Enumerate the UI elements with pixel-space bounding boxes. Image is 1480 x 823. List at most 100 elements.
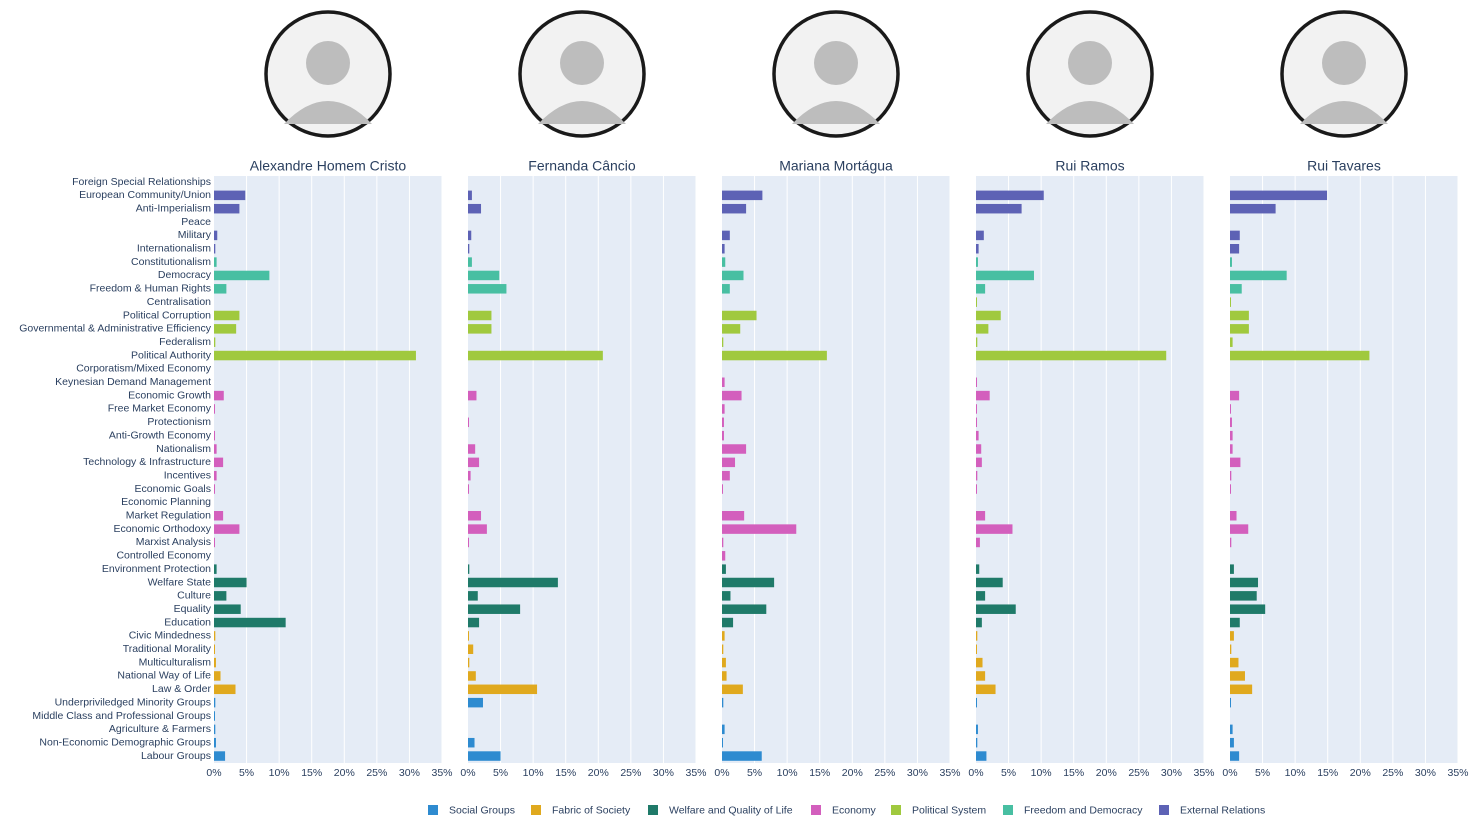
person-silhouette-icon [792, 41, 880, 124]
bar-incentives [722, 470, 730, 481]
bar-incentives [1230, 470, 1232, 481]
bar-traditional-morality [976, 644, 977, 654]
bar-multiculturalism [214, 657, 216, 668]
x-tick-label: 20% [334, 767, 355, 779]
portrait-rui-tavares [1280, 10, 1408, 138]
panel-title: Mariana Mortágua [779, 158, 893, 174]
bar-technology-infrastructure [1230, 457, 1241, 468]
person-silhouette-icon [1300, 41, 1388, 124]
bar-economic-goals [468, 484, 469, 494]
portrait-mariana-mort-gua [772, 10, 900, 138]
legend-label: Welfare and Quality of Life [669, 804, 793, 816]
bar-free-market-economy [976, 404, 977, 414]
panel-title: Fernanda Câncio [528, 158, 636, 174]
bar-education [976, 617, 982, 628]
bar-equality [468, 604, 521, 614]
bar-labour-groups [1230, 751, 1240, 761]
bar-civic-mindedness [1230, 631, 1234, 641]
bar-governmental-administrative-efficiency [468, 324, 492, 334]
bar-free-market-economy [214, 404, 215, 414]
person-silhouette-icon [284, 41, 372, 124]
category-label: Labour Groups [141, 750, 211, 762]
x-tick-label: 20% [1350, 767, 1371, 779]
bar-governmental-administrative-efficiency [722, 324, 741, 334]
bar-keynesian-demand-management [976, 377, 977, 387]
bar-democracy [976, 270, 1034, 281]
legend-swatch [531, 805, 541, 815]
bar-nationalism [1230, 444, 1233, 454]
portrait-alexandre-homem-cristo [264, 10, 392, 138]
bar-law-order [468, 684, 538, 695]
bar-education [468, 617, 480, 628]
bar-european-community-union [722, 190, 763, 201]
bar-nationalism [468, 444, 476, 454]
bar-anti-growth-economy [1230, 430, 1233, 441]
bar-internationalism [214, 244, 216, 254]
bar-underpriviledged-minority-groups [722, 697, 724, 708]
panel-title: Rui Tavares [1307, 158, 1381, 174]
bar-economic-orthodoxy [976, 524, 1013, 534]
category-label: Democracy [158, 269, 212, 281]
bar-civic-mindedness [214, 631, 216, 641]
bar-european-community-union [1230, 190, 1328, 201]
category-label: Economic Planning [121, 496, 211, 508]
bar-freedom-human-rights [1230, 284, 1242, 294]
x-tick-label: 35% [939, 767, 960, 779]
bar-economic-growth [976, 390, 990, 401]
category-label: Environment Protection [102, 563, 211, 575]
bar-underpriviledged-minority-groups [468, 697, 483, 708]
x-tick-label: 5% [493, 767, 508, 779]
bar-equality [1230, 604, 1266, 614]
bar-civic-mindedness [468, 631, 469, 641]
bar-environment-protection [976, 564, 980, 574]
bar-freedom-human-rights [468, 284, 507, 294]
x-tick-label: 15% [1317, 767, 1338, 779]
bar-constitutionalism [976, 257, 978, 267]
x-tick-label: 15% [809, 767, 830, 779]
category-label: Nationalism [156, 443, 211, 455]
bar-anti-imperialism [214, 203, 240, 214]
plot-area [722, 176, 950, 763]
category-label: Non-Economic Demographic Groups [39, 736, 211, 748]
portrait-row [264, 10, 1408, 138]
bar-economic-goals [722, 484, 723, 494]
bar-anti-imperialism [976, 203, 1022, 214]
bar-constitutionalism [1230, 257, 1232, 267]
bar-freedom-human-rights [976, 284, 986, 294]
bar-labour-groups [214, 751, 226, 761]
bar-military [1230, 230, 1240, 241]
category-label: Federalism [159, 336, 211, 348]
bar-welfare-state [1230, 577, 1259, 588]
legend-item-fabric-of-society: Fabric of Society [531, 804, 631, 816]
panel-title: Alexandre Homem Cristo [250, 158, 407, 174]
bar-centralisation [1230, 297, 1231, 307]
bar-law-order [722, 684, 743, 695]
bar-protectionism [976, 417, 977, 428]
bar-education [214, 617, 286, 628]
x-tick-label: 20% [588, 767, 609, 779]
bar-traditional-morality [722, 644, 724, 654]
legend-swatch [1003, 805, 1013, 815]
legend-item-welfare-and-quality-of-life: Welfare and Quality of Life [648, 804, 793, 816]
bar-protectionism [1230, 417, 1232, 428]
bar-traditional-morality [1230, 644, 1232, 654]
bar-federalism [722, 337, 724, 347]
category-label: Anti-Imperialism [136, 202, 212, 214]
category-label: Agriculture & Farmers [109, 723, 211, 735]
bar-agriculture-farmers [214, 724, 216, 735]
bar-civic-mindedness [976, 631, 978, 641]
category-label: Education [164, 616, 211, 628]
bar-incentives [468, 470, 471, 481]
category-label: Anti-Growth Economy [109, 429, 212, 441]
bar-anti-growth-economy [976, 430, 979, 441]
x-tick-label: 0% [1222, 767, 1237, 779]
bar-internationalism [1230, 244, 1240, 254]
bar-anti-growth-economy [722, 430, 724, 441]
bar-freedom-human-rights [722, 284, 730, 294]
bar-internationalism [468, 244, 470, 254]
x-tick-label: 10% [1285, 767, 1306, 779]
bar-market-regulation [214, 511, 224, 521]
bar-political-authority [468, 350, 603, 361]
bar-equality [214, 604, 241, 614]
